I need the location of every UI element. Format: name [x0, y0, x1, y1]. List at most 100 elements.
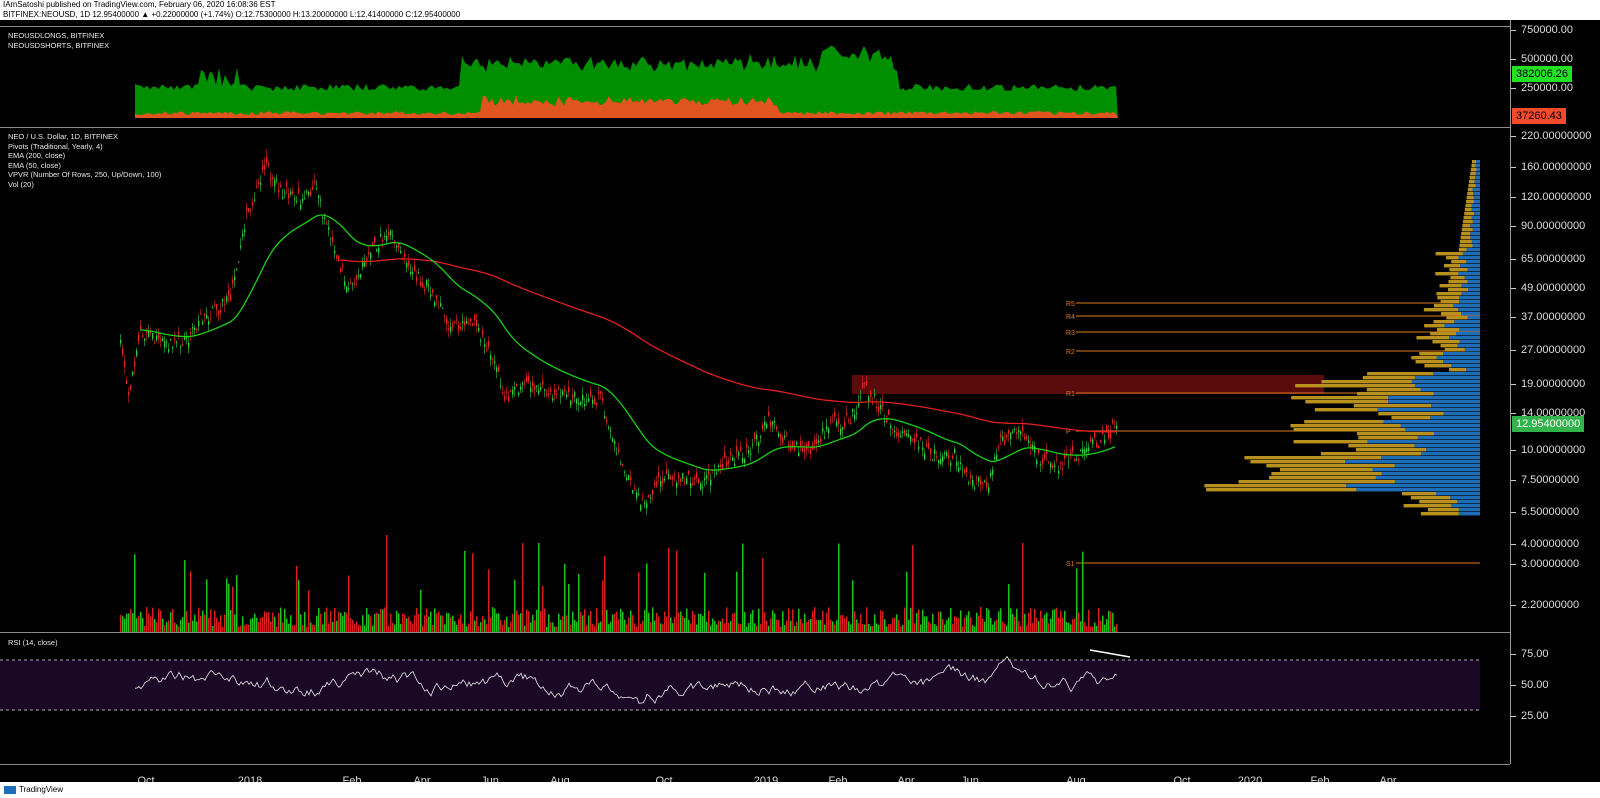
vpvr-down-bar: [1238, 480, 1395, 484]
volume-bar: [266, 612, 268, 632]
volume-bar: [866, 607, 868, 632]
volume-bar: [784, 625, 786, 632]
volume-bar: [1108, 610, 1110, 632]
candle-body: [864, 382, 866, 384]
vpvr-up-bar: [1458, 512, 1480, 516]
candle-body: [662, 477, 664, 484]
volume-bar: [1028, 612, 1030, 632]
candle-body: [822, 428, 824, 432]
candle-body: [628, 475, 630, 480]
candle-body: [610, 430, 612, 432]
volume-bar: [558, 613, 560, 632]
volume-bar: [1014, 616, 1016, 632]
candle-body: [514, 387, 516, 390]
candle-body: [824, 437, 826, 439]
vpvr-up-bar: [1466, 368, 1480, 372]
volume-bar: [634, 623, 636, 632]
vpvr-down-bar: [1437, 328, 1460, 332]
vpvr-down-bar: [1433, 304, 1454, 308]
candle-body: [830, 420, 832, 422]
vpvr-down-bar: [1469, 180, 1475, 184]
volume-bar: [630, 610, 632, 632]
volume-bar: [380, 608, 382, 632]
volume-bar: [992, 624, 994, 632]
vpvr-up-bar: [1471, 216, 1480, 220]
volume-bar: [672, 623, 674, 632]
volume-bar: [430, 611, 432, 632]
time-axis[interactable]: Oct 2018 Feb Apr Jun Aug Oct 2019 Feb Apr Jun Aug Oc…: [0, 764, 1510, 787]
candle-body: [288, 193, 290, 199]
candle-body: [506, 391, 508, 393]
volume-bar: [534, 620, 536, 632]
vpvr-down-bar: [1357, 392, 1434, 396]
vpvr-down-bar: [1244, 456, 1382, 460]
candle-body: [1060, 461, 1062, 464]
candle-body: [126, 380, 128, 384]
volume-bar: [586, 625, 588, 632]
volume-bar: [480, 622, 482, 632]
candle-body: [666, 469, 668, 475]
volume-bar: [920, 624, 922, 632]
volume-bar: [180, 620, 182, 632]
vpvr-up-bar: [1473, 192, 1480, 196]
volume-bar: [868, 623, 870, 632]
volume-bar: [542, 586, 544, 632]
candle-body: [188, 342, 190, 348]
volume-bar: [662, 624, 664, 632]
vpvr-down-bar: [1441, 312, 1462, 316]
volume-bar: [304, 612, 306, 632]
vpvr-down-bar: [1266, 464, 1395, 468]
candle-body: [1040, 464, 1042, 466]
candle-body: [258, 181, 260, 185]
volume-bar: [386, 535, 388, 632]
candle-body: [1000, 434, 1002, 438]
volume-bar: [440, 615, 442, 632]
rsi-axis[interactable]: 75.00 50.00 25.00: [1510, 632, 1600, 764]
vpvr-down-bar: [1391, 416, 1431, 420]
candle-body: [598, 391, 600, 394]
volume-bar: [930, 623, 932, 632]
main-price-axis[interactable]: 220.00000000 160.00000000 120.00000000 90.0…: [1510, 127, 1600, 632]
volume-bar: [668, 547, 670, 632]
main-price-pane[interactable]: NEO / U.S. Dollar, 1D, BITFINEX Pivots (…: [0, 127, 1510, 633]
vpvr-up-bar: [1435, 492, 1480, 496]
candle-body: [996, 454, 998, 460]
vpvr-up-bar: [1405, 428, 1480, 432]
volume-bar: [436, 613, 438, 632]
volume-bar: [982, 618, 984, 632]
volume-bar: [716, 624, 718, 632]
candle-body: [308, 191, 310, 196]
volume-bar: [318, 608, 320, 632]
rsi-pane[interactable]: RSI (14, close): [0, 632, 1510, 765]
volume-bar: [454, 621, 456, 632]
volume-bar: [936, 626, 938, 632]
candle-body: [180, 346, 182, 348]
volume-bar: [544, 608, 546, 632]
vpvr-up-bar: [1471, 240, 1480, 244]
candle-body: [396, 245, 398, 248]
candle-body: [770, 421, 772, 427]
longs-shorts-pane[interactable]: NEOUSDLONGS, BITFINEX NEOUSDSHORTS, BITF…: [0, 26, 1510, 127]
candle-body: [982, 482, 984, 484]
candle-body: [150, 332, 152, 334]
volume-bar: [504, 619, 506, 632]
candle-body: [692, 483, 694, 486]
volume-bar: [282, 622, 284, 632]
vpvr-down-bar: [1348, 444, 1415, 448]
volume-bar: [352, 619, 354, 632]
candle-body: [356, 275, 358, 280]
volume-bar: [1092, 626, 1094, 632]
vpvr-down-bar: [1462, 224, 1471, 228]
vpvr-down-bar: [1410, 496, 1451, 500]
candle-body: [896, 432, 898, 436]
volume-bar: [626, 624, 628, 632]
volume-bar: [608, 624, 610, 632]
volume-bar: [736, 571, 738, 632]
top-price-axis[interactable]: 750000.00 500000.00 250000.00: [1510, 20, 1600, 127]
candle-body: [284, 192, 286, 194]
candle-body: [808, 441, 810, 447]
volume-bar: [596, 608, 598, 632]
candle-body: [198, 320, 200, 327]
pivots-legend: Pivots (Traditional, Yearly, 4): [8, 141, 103, 151]
